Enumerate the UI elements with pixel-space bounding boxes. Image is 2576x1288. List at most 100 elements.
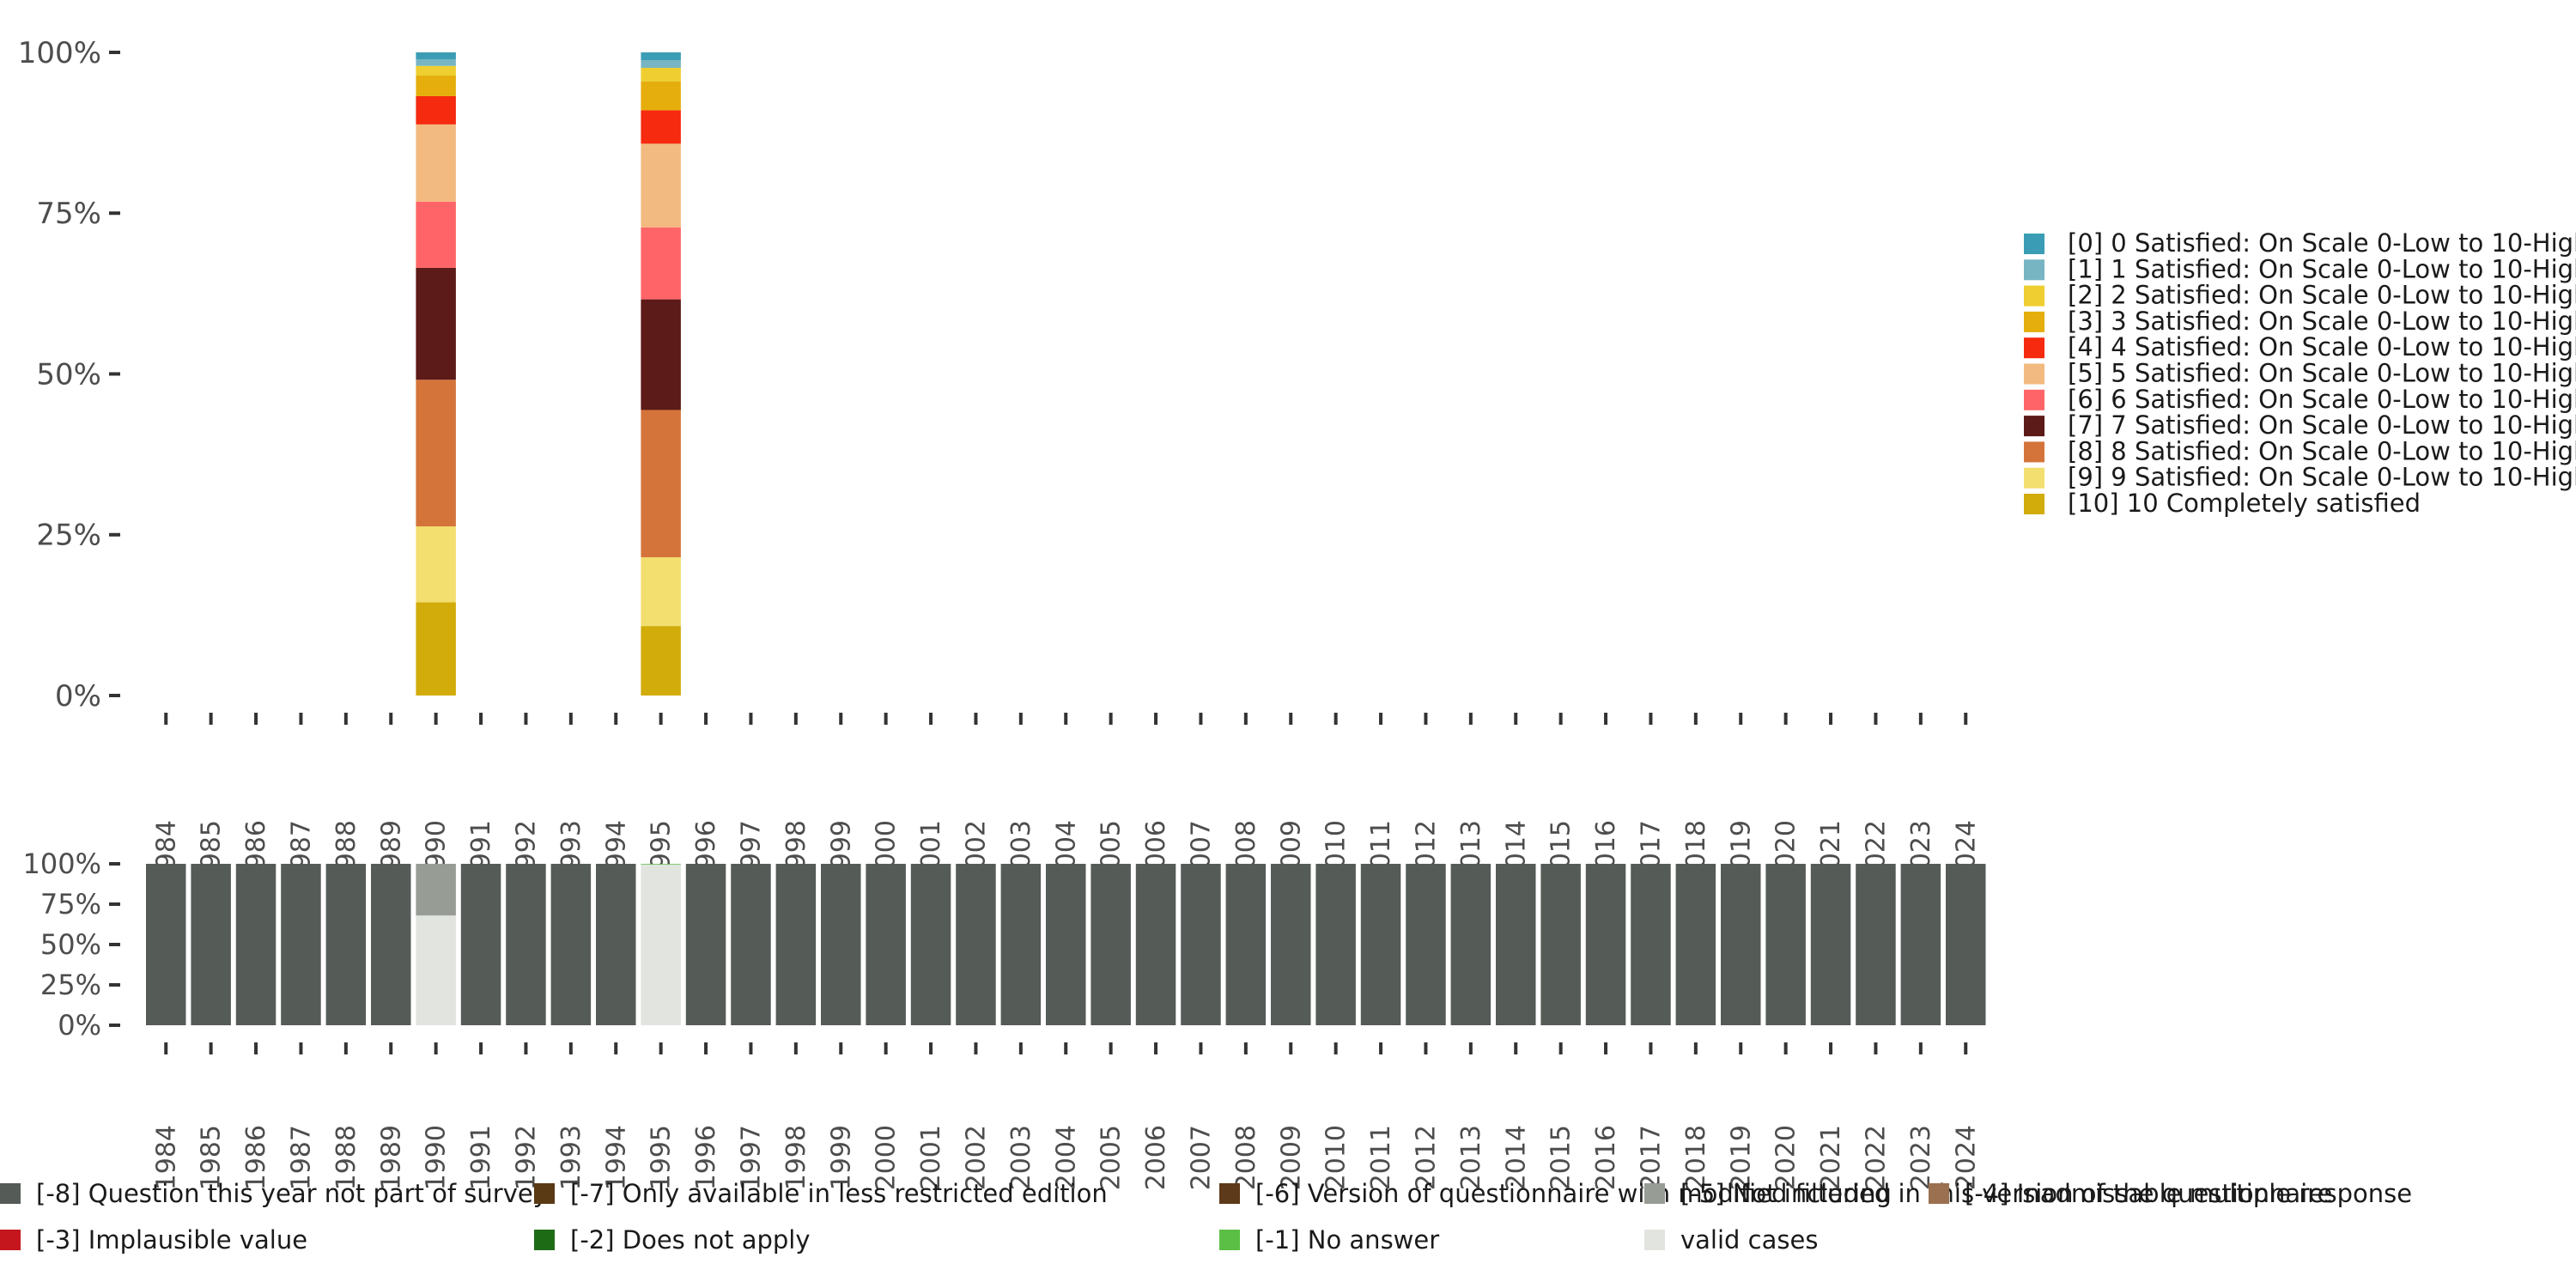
legend-label: [2] 2 Satisfied: On Scale 0-Low to 10-Hi… (2068, 281, 2576, 310)
y-tick-label: 0% (55, 679, 101, 714)
x-tick-label: 1990 (422, 1125, 452, 1190)
y-tick-label: 100% (18, 36, 101, 70)
bar-segment (416, 65, 456, 76)
x-tick-label: 2014 (1501, 1125, 1531, 1190)
x-tick-label: 2022 (1861, 1125, 1891, 1190)
legend-label: [8] 8 Satisfied: On Scale 0-Low to 10-Hi… (2068, 436, 2576, 465)
y-tick-label: 75% (36, 197, 101, 231)
bar-segment (1496, 864, 1536, 1025)
bar-segment (1810, 864, 1851, 1025)
missing-values-stacked-bar-chart: 0% 25% 50% 75% 100% 1984 1985 1986 1987 1988 1989 1… (23, 848, 1986, 1190)
x-tick-label: 1992 (511, 1125, 541, 1190)
bar-segment (641, 81, 681, 111)
legend-label: [-8] Question this year not part of surv… (36, 1179, 548, 1208)
x-tick-label: 2007 (1186, 1125, 1216, 1190)
x-tick-label: 2013 (1456, 1125, 1486, 1190)
bar-segment (866, 864, 906, 1025)
bar-segment (775, 864, 817, 1025)
x-tick-label: 2008 (1231, 1125, 1261, 1190)
x-tick-label: 1998 (781, 1125, 811, 1190)
legend-label: [7] 7 Satisfied: On Scale 0-Low to 10-Hi… (2068, 410, 2576, 440)
legend-label: [4] 4 Satisfied: On Scale 0-Low to 10-Hi… (2068, 332, 2576, 361)
bar-segment (641, 864, 681, 865)
x-tick-label: 2000 (872, 1125, 902, 1190)
bar-segment (1315, 864, 1356, 1025)
bar-segment (506, 864, 546, 1025)
x-tick-label: 2021 (1816, 1125, 1846, 1190)
bar-segment (146, 864, 186, 1025)
legend-swatch (2024, 441, 2044, 463)
bar-segment (1360, 864, 1401, 1025)
legend-label: [9] 9 Satisfied: On Scale 0-Low to 10-Hi… (2068, 463, 2576, 492)
bar-segment (1046, 864, 1086, 1025)
legend-swatch (534, 1230, 555, 1250)
bar-segment (641, 864, 681, 1025)
legend-label: valid cases (1680, 1225, 1818, 1255)
bar-segment (1000, 864, 1042, 1025)
bar-segment (641, 110, 681, 144)
bar-segment (416, 75, 456, 96)
bar-segment (641, 59, 681, 68)
y-tick-label: 25% (40, 969, 101, 1001)
legend-label: [1] 1 Satisfied: On Scale 0-Low to 10-Hi… (2068, 254, 2576, 283)
bar-segment (1946, 864, 1986, 1025)
y-tick-label: 100% (23, 848, 101, 880)
legend-swatch (0, 1230, 21, 1250)
bar-segment (956, 864, 996, 1025)
bar-segment (1856, 864, 1896, 1025)
x-tick-label: 1994 (601, 1125, 631, 1190)
legend-swatch (1929, 1183, 1949, 1204)
bar-segment (1631, 864, 1671, 1025)
bar-segment (1765, 864, 1806, 1025)
bar-segment (416, 864, 456, 916)
legend-label: [-2] Does not apply (570, 1225, 811, 1255)
bar-segment (371, 864, 411, 1025)
bar-segment (596, 864, 636, 1025)
bar-segment (1271, 864, 1311, 1025)
bar-segment (1091, 864, 1131, 1025)
bar-segment (1585, 864, 1626, 1025)
legend-swatch (2024, 311, 2044, 332)
legend-swatch (2024, 285, 2044, 307)
x-tick-label: 1999 (826, 1125, 856, 1190)
legend-label: [-6] Version of questionnaire with modif… (1255, 1179, 1892, 1208)
bar-segment (550, 864, 592, 1025)
x-tick-label: 2005 (1097, 1125, 1127, 1190)
bar-segment (325, 864, 367, 1025)
legend-swatch (2024, 363, 2044, 385)
legend-swatch (2024, 494, 2044, 514)
y-tick-label: 50% (40, 928, 101, 961)
bar-segment (641, 67, 681, 82)
x-tick-label: 1989 (376, 1125, 406, 1190)
x-tick-label: 1991 (466, 1125, 496, 1190)
legend-label: [5] 5 Satisfied: On Scale 0-Low to 10-Hi… (2068, 359, 2576, 388)
legend-label: [6] 6 Satisfied: On Scale 0-Low to 10-Hi… (2068, 385, 2576, 414)
legend-swatch (2024, 389, 2044, 410)
x-tick-label: 2018 (1681, 1125, 1711, 1190)
x-tick-label: 1985 (197, 1125, 227, 1190)
bar-segment (191, 864, 231, 1025)
x-tick-label: 1988 (331, 1125, 361, 1190)
bar-segment (416, 59, 456, 66)
legend-label: [10] 10 Completely satisfied (2068, 489, 2421, 518)
bar-segment (1675, 864, 1716, 1025)
x-tick-label: 2009 (1276, 1125, 1306, 1190)
bar-segment (685, 864, 726, 1025)
satisfaction-legend: [0] 0 Satisfied: On Scale 0-Low to 10-Hi… (2024, 228, 2576, 518)
x-tick-label: 1984 (151, 1125, 181, 1190)
x-tick-label: 2020 (1771, 1125, 1801, 1190)
legend-label: [-4] Inadmissable multiple response (1965, 1179, 2412, 1208)
bar-segment (641, 143, 681, 228)
bar-segment (416, 267, 456, 380)
bar-segment (910, 864, 951, 1025)
legend-label: [-7] Only available in less restricted e… (570, 1179, 1108, 1208)
bar-segment (1900, 864, 1941, 1025)
bar-segment (641, 52, 681, 60)
x-tick-label: 2010 (1321, 1125, 1352, 1190)
legend-label: [3] 3 Satisfied: On Scale 0-Low to 10-Hi… (2068, 307, 2576, 336)
bar-segment (416, 602, 456, 696)
bar-segment (235, 864, 276, 1025)
legend-label: [-1] No answer (1255, 1225, 1439, 1255)
bar-segment (416, 380, 456, 527)
bar-segment (641, 227, 681, 300)
